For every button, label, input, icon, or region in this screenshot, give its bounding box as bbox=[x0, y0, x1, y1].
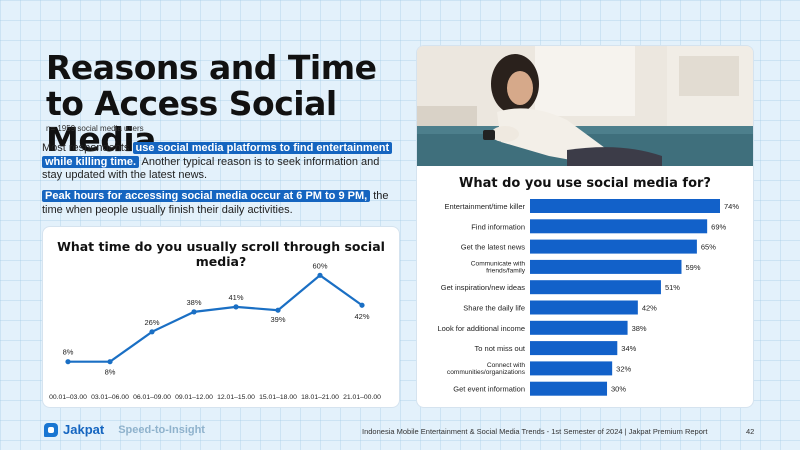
scroll-time-point bbox=[65, 359, 71, 365]
scroll-time-category-label: 12.01–15.00 bbox=[217, 394, 255, 401]
usage-reason-value-label: 51% bbox=[665, 283, 680, 292]
scroll-time-value-label: 8% bbox=[63, 348, 74, 357]
usage-reason-category-label: Communicate with friends/family bbox=[471, 260, 526, 274]
scroll-time-point bbox=[233, 304, 239, 310]
footer-brand: Jakpat Speed-to-Insight bbox=[44, 422, 205, 437]
scroll-time-value-label: 8% bbox=[105, 368, 116, 377]
sample-size-note: n= 1959 social media users bbox=[46, 124, 144, 133]
scroll-time-value-label: 60% bbox=[312, 261, 327, 270]
scroll-time-category-label: 09.01–12.00 bbox=[175, 394, 213, 401]
scroll-time-chart-title: What time do you usually scroll through … bbox=[57, 239, 385, 269]
usage-reason-category-label: Share the daily life bbox=[463, 304, 525, 313]
summary-2-highlight: Peak hours for accessing social media oc… bbox=[42, 190, 371, 202]
usage-reason-category-label: Find information bbox=[471, 222, 525, 231]
usage-reason-bar bbox=[530, 219, 708, 234]
woman-using-phone-photo bbox=[417, 46, 753, 166]
summary-1-lead: Most respondents bbox=[42, 142, 133, 154]
usage-reason-category-label: Connect with communities/organizations bbox=[447, 362, 526, 376]
usage-reason-bar bbox=[530, 320, 628, 335]
usage-reason-category-label: Entertainment/time killer bbox=[445, 202, 526, 211]
usage-reason-bar bbox=[530, 381, 608, 396]
summary-paragraph-2: Peak hours for accessing social media oc… bbox=[42, 190, 402, 217]
jakpat-logo-icon bbox=[44, 422, 58, 437]
usage-reasons-chart-title: What do you use social media for? bbox=[459, 176, 711, 191]
usage-reason-value-label: 38% bbox=[632, 324, 647, 333]
scroll-time-category-label: 00.01–03.00 bbox=[49, 394, 87, 401]
scroll-time-point bbox=[149, 329, 155, 335]
usage-reason-value-label: 30% bbox=[611, 385, 626, 394]
usage-reason-value-label: 42% bbox=[642, 304, 657, 313]
usage-reason-bar bbox=[530, 259, 682, 274]
scroll-time-category-label: 18.01–21.00 bbox=[301, 394, 339, 401]
summary-paragraph-1: Most respondents use social media platfo… bbox=[42, 142, 402, 183]
usage-reason-bar bbox=[530, 199, 720, 213]
usage-reasons-chart-card: What do you use social media for? 74% Ent… bbox=[416, 45, 754, 408]
scroll-time-category-label: 03.01–06.00 bbox=[91, 394, 129, 401]
usage-reason-value-label: 32% bbox=[616, 364, 631, 373]
photo-illustration bbox=[417, 46, 753, 166]
footer-logo-text: Jakpat bbox=[63, 422, 105, 437]
usage-reason-category-label: Get the latest news bbox=[461, 243, 525, 252]
summary-2-rest: the time when people usually finish thei… bbox=[42, 190, 389, 216]
usage-reason-value-label: 34% bbox=[621, 344, 636, 353]
usage-reason-bar bbox=[530, 239, 697, 254]
scroll-time-category-label: 15.01–18.00 bbox=[259, 394, 297, 401]
scroll-time-chart-card: What time do you usually scroll through … bbox=[42, 226, 400, 408]
scroll-time-point bbox=[191, 309, 197, 315]
scroll-time-value-label: 39% bbox=[270, 315, 285, 324]
footer-tagline: Speed-to-Insight bbox=[118, 423, 205, 436]
usage-reason-value-label: 65% bbox=[701, 243, 716, 252]
usage-reason-bar bbox=[530, 300, 638, 315]
usage-reason-value-label: 74% bbox=[724, 202, 739, 211]
scroll-time-point bbox=[275, 307, 281, 313]
scroll-time-series-line bbox=[68, 273, 363, 363]
usage-reason-bar bbox=[530, 361, 613, 376]
page-number: 42 bbox=[746, 427, 755, 436]
scroll-time-point bbox=[317, 272, 323, 278]
usage-reason-category-label: Look for additional income bbox=[437, 324, 525, 333]
usage-reason-category-label: Get inspiration/new ideas bbox=[441, 283, 525, 292]
usage-reason-category-label: To not miss out bbox=[475, 344, 526, 353]
scroll-time-value-label: 26% bbox=[144, 318, 159, 327]
scroll-time-point bbox=[107, 359, 113, 365]
usage-reason-value-label: 59% bbox=[685, 263, 700, 272]
scroll-time-value-label: 41% bbox=[228, 293, 243, 302]
page-title: Reasons and Time to Access Social Media bbox=[46, 48, 377, 159]
scroll-time-line-chart: 8% 00.01–03.00 8% 03.01–06.00 26% 06.01–09.00… bbox=[49, 261, 381, 401]
scroll-time-value-label: 38% bbox=[186, 298, 201, 307]
usage-reasons-bar-chart: 74% Entertainment/time killer 69% Find info… bbox=[437, 199, 739, 396]
usage-reason-value-label: 69% bbox=[711, 222, 726, 231]
scroll-time-point bbox=[359, 302, 365, 308]
scroll-time-value-label: 42% bbox=[354, 312, 369, 321]
usage-reason-bar bbox=[530, 280, 661, 295]
scroll-time-category-label: 21.01–00.00 bbox=[343, 394, 381, 401]
scroll-time-category-label: 06.01–09.00 bbox=[133, 394, 171, 401]
usage-reason-bar bbox=[530, 341, 618, 356]
footer-report-title: Indonesia Mobile Entertainment & Social … bbox=[362, 427, 708, 436]
usage-reason-category-label: Get event information bbox=[453, 385, 525, 394]
summary-1-rest: Another typical reason is to seek inform… bbox=[42, 155, 380, 182]
